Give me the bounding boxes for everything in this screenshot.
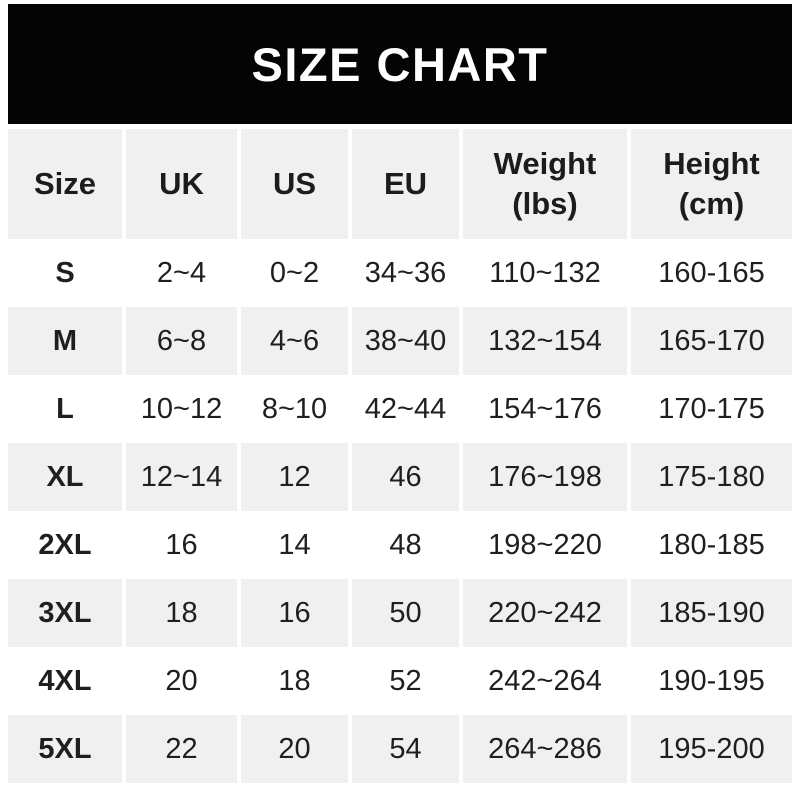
cell-us: 18 xyxy=(241,647,348,715)
cell-uk: 10~12 xyxy=(126,375,237,443)
cell-size: M xyxy=(8,307,122,375)
cell-uk: 18 xyxy=(126,579,237,647)
cell-us: 8~10 xyxy=(241,375,348,443)
column-header-label: Height xyxy=(663,146,760,182)
table-row-m: M 6~8 4~6 38~40 132~154 165-170 xyxy=(8,307,792,375)
cell-size: 5XL xyxy=(8,715,122,783)
cell-uk: 20 xyxy=(126,647,237,715)
column-header-us: US xyxy=(241,129,348,239)
column-header-uk: UK xyxy=(126,129,237,239)
column-header-label: Size xyxy=(33,166,97,202)
cell-us: 14 xyxy=(241,511,348,579)
column-header-label: UK xyxy=(159,166,204,202)
column-header-eu: EU xyxy=(352,129,459,239)
cell-us: 20 xyxy=(241,715,348,783)
table-row-s: S 2~4 0~2 34~36 110~132 160-165 xyxy=(8,239,792,307)
cell-weight: 132~154 xyxy=(463,307,627,375)
cell-weight: 154~176 xyxy=(463,375,627,443)
column-header-height: Height (cm) xyxy=(631,129,792,239)
cell-eu: 34~36 xyxy=(352,239,459,307)
cell-size: 2XL xyxy=(8,511,122,579)
banner: SIZE CHART xyxy=(8,4,792,124)
cell-eu: 42~44 xyxy=(352,375,459,443)
cell-weight: 110~132 xyxy=(463,239,627,307)
cell-height: 180-185 xyxy=(631,511,792,579)
table-row-3xl: 3XL 18 16 50 220~242 185-190 xyxy=(8,579,792,647)
column-header-weight: Weight (lbs) xyxy=(463,129,627,239)
cell-size: L xyxy=(8,375,122,443)
cell-height: 165-170 xyxy=(631,307,792,375)
column-header-label: Weight xyxy=(493,146,597,182)
cell-uk: 22 xyxy=(126,715,237,783)
header-row: Size UK US EU Weight (lbs) Height (cm) xyxy=(8,129,792,239)
table-row-xl: XL 12~14 12 46 176~198 175-180 xyxy=(8,443,792,511)
column-header-label: EU xyxy=(383,166,428,202)
cell-us: 0~2 xyxy=(241,239,348,307)
table-row-2xl: 2XL 16 14 48 198~220 180-185 xyxy=(8,511,792,579)
column-header-label: US xyxy=(272,166,317,202)
cell-uk: 2~4 xyxy=(126,239,237,307)
cell-us: 16 xyxy=(241,579,348,647)
cell-height: 190-195 xyxy=(631,647,792,715)
cell-eu: 50 xyxy=(352,579,459,647)
cell-eu: 46 xyxy=(352,443,459,511)
cell-uk: 12~14 xyxy=(126,443,237,511)
cell-eu: 38~40 xyxy=(352,307,459,375)
column-header-unit: (lbs) xyxy=(512,186,578,221)
cell-weight: 198~220 xyxy=(463,511,627,579)
cell-height: 175-180 xyxy=(631,443,792,511)
page-title: SIZE CHART xyxy=(251,37,549,91)
cell-us: 12 xyxy=(241,443,348,511)
cell-uk: 6~8 xyxy=(126,307,237,375)
cell-us: 4~6 xyxy=(241,307,348,375)
cell-weight: 220~242 xyxy=(463,579,627,647)
column-header-size: Size xyxy=(8,129,122,239)
cell-weight: 264~286 xyxy=(463,715,627,783)
cell-size: 4XL xyxy=(8,647,122,715)
cell-height: 185-190 xyxy=(631,579,792,647)
cell-weight: 242~264 xyxy=(463,647,627,715)
column-header-unit: (cm) xyxy=(678,186,745,221)
cell-size: 3XL xyxy=(8,579,122,647)
cell-eu: 48 xyxy=(352,511,459,579)
table-row-l: L 10~12 8~10 42~44 154~176 170-175 xyxy=(8,375,792,443)
cell-height: 170-175 xyxy=(631,375,792,443)
size-chart-table: Size UK US EU Weight (lbs) Height (cm) xyxy=(4,129,796,783)
table-row-5xl: 5XL 22 20 54 264~286 195-200 xyxy=(8,715,792,783)
cell-weight: 176~198 xyxy=(463,443,627,511)
cell-uk: 16 xyxy=(126,511,237,579)
cell-height: 160-165 xyxy=(631,239,792,307)
cell-size: XL xyxy=(8,443,122,511)
cell-height: 195-200 xyxy=(631,715,792,783)
cell-eu: 52 xyxy=(352,647,459,715)
cell-eu: 54 xyxy=(352,715,459,783)
table-row-4xl: 4XL 20 18 52 242~264 190-195 xyxy=(8,647,792,715)
cell-size: S xyxy=(8,239,122,307)
